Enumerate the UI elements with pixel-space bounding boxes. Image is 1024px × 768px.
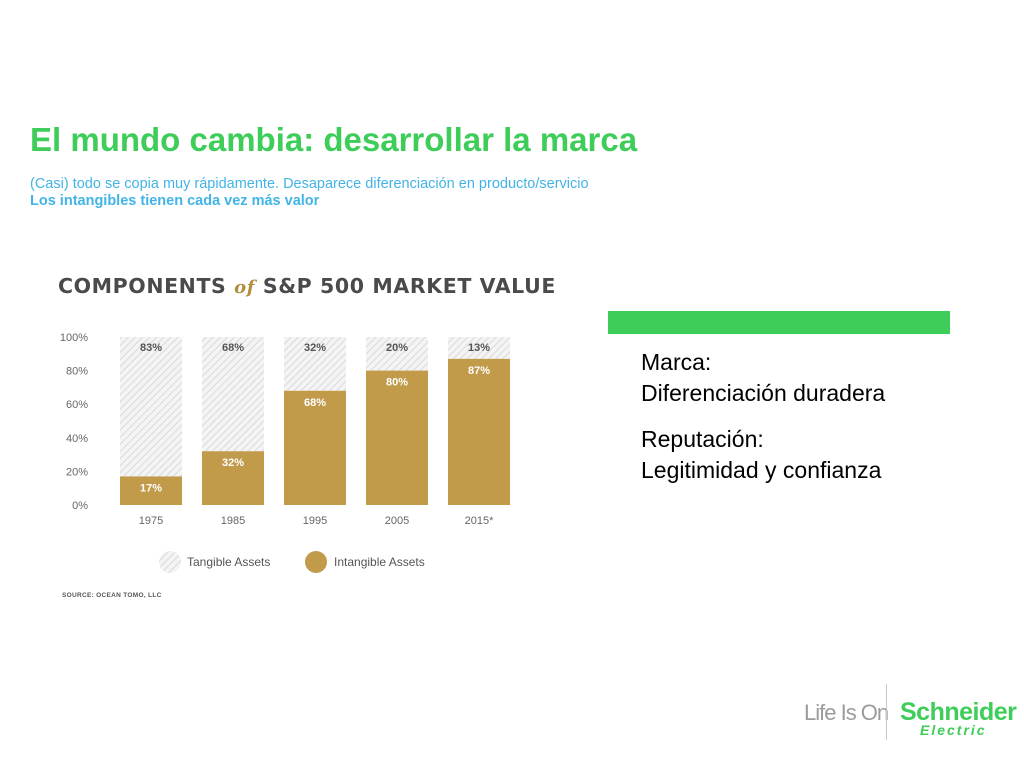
legend-swatch-tangible — [159, 551, 181, 573]
bar-intangible-assets — [366, 370, 428, 505]
slide-title: El mundo cambia: desarrollar la marca — [30, 121, 638, 158]
subtitle-line-2: Los intangibles tienen cada vez más valo… — [30, 193, 320, 209]
y-tick-label: 100% — [60, 332, 88, 344]
x-tick-label: 1995 — [303, 515, 327, 527]
subtitle-line-1: (Casi) todo se copia muy rápidamente. De… — [30, 176, 589, 192]
reputation-heading: Reputación: — [641, 426, 764, 452]
chart-legend: Tangible Assets Intangible Assets — [159, 551, 425, 573]
chart-title-part-1: COMPONENTS — [58, 274, 227, 298]
accent-bar — [608, 311, 950, 334]
bar-tangible-assets — [284, 337, 346, 391]
x-tick-label: 2015* — [465, 515, 494, 527]
y-axis: 0% 20% 40% 60% 80% 100% — [60, 332, 88, 512]
bar-intangible-assets — [120, 476, 182, 505]
reputation-description: Legitimidad y confianza — [641, 457, 882, 483]
y-tick-label: 40% — [66, 433, 88, 445]
data-label-intangible: 32% — [222, 457, 244, 469]
data-label-intangible: 87% — [468, 365, 490, 377]
bar-intangible-assets — [448, 358, 510, 505]
life-is-on-tagline: Life Is On — [804, 700, 889, 725]
x-tick-label: 2005 — [385, 515, 409, 527]
data-label-tangible: 13% — [468, 342, 490, 354]
bar-tangible-assets — [366, 337, 428, 371]
y-tick-label: 20% — [66, 466, 88, 478]
data-label-tangible: 20% — [386, 342, 408, 354]
bar-tangible-assets — [202, 337, 264, 452]
data-label-tangible: 68% — [222, 342, 244, 354]
stacked-bar-chart: 83% 17% 68% 32% 32% 68% 20% 80% 13% 87% 0% 20% 40% 6… — [60, 332, 510, 573]
bar-intangible-assets — [202, 451, 264, 505]
brand-heading: Marca: — [641, 349, 712, 375]
logo-divider — [886, 684, 887, 740]
bar-tangible-assets — [120, 337, 182, 477]
legend-label-intangible: Intangible Assets — [334, 555, 425, 569]
bar-tangible-assets — [448, 337, 510, 359]
x-tick-label: 1985 — [221, 515, 245, 527]
bar-intangible-assets — [284, 390, 346, 505]
brand-description: Diferenciación duradera — [641, 380, 886, 406]
brand-text-block: Marca: Diferenciación duradera — [641, 347, 971, 409]
logo-electric: Electric — [920, 722, 987, 738]
data-label-tangible: 32% — [304, 342, 326, 354]
reputation-text-block: Reputación: Legitimidad y confianza — [641, 424, 971, 486]
y-tick-label: 0% — [72, 500, 88, 512]
chart-source: SOURCE: OCEAN TOMO, LLC — [62, 592, 162, 599]
data-label-intangible: 68% — [304, 397, 326, 409]
legend-label-tangible: Tangible Assets — [187, 555, 270, 569]
slide-subtitle: (Casi) todo se copia muy rápidamente. De… — [30, 176, 589, 210]
data-label-intangible: 17% — [140, 482, 162, 494]
data-label-intangible: 80% — [386, 377, 408, 389]
y-tick-label: 60% — [66, 399, 88, 411]
chart-bars: 83% 17% 68% 32% 32% 68% 20% 80% 13% 87% — [120, 337, 510, 505]
legend-swatch-intangible — [305, 551, 327, 573]
chart-title-of: of — [234, 277, 256, 298]
data-label-tangible: 83% — [140, 342, 162, 354]
x-axis: 1975 1985 1995 2005 2015* — [139, 515, 494, 527]
x-tick-label: 1975 — [139, 515, 163, 527]
chart-title-part-2: S&P 500 MARKET VALUE — [262, 274, 556, 298]
chart-title: COMPONENTS of S&P 500 MARKET VALUE — [58, 274, 556, 298]
logo-schneider: Schneider — [900, 698, 1017, 726]
y-tick-label: 80% — [66, 366, 88, 378]
